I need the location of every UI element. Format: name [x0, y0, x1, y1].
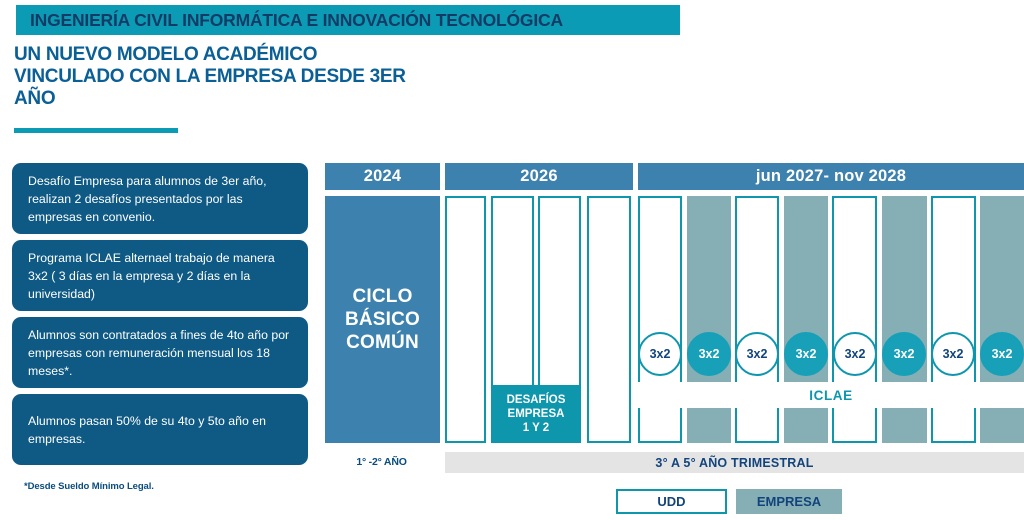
subtitle-underline-rule [14, 128, 178, 133]
axis-label-years-1-2: 1° -2° AÑO [356, 456, 407, 468]
ciclo-line-3: COMÚN [346, 332, 419, 353]
page-title: INGENIERÍA CIVIL INFORMÁTICA E INNOVACIÓ… [30, 9, 563, 30]
desafios-line-1: DESAFÍOS [506, 394, 566, 406]
ciclo-basico-comun-block: CICLO BÁSICO COMÚN [325, 196, 440, 443]
subtitle-line-2: VINCULADO CON LA EMPRESA DESDE 3ER [14, 66, 406, 87]
info-card-text: Alumnos son contratados a fines de 4to a… [28, 327, 290, 378]
info-card: Desafío Empresa para alumnos de 3er año,… [12, 163, 308, 234]
legend-item-empresa: EMPRESA [736, 489, 842, 514]
desafios-empresa-band: DESAFÍOS EMPRESA 1 Y 2 [491, 385, 581, 443]
desafios-empresa-label: DESAFÍOS EMPRESA 1 Y 2 [507, 393, 566, 435]
ratio-badge-3x2: 3x2 [638, 332, 682, 376]
timeline-header-2024: 2024 [325, 163, 440, 190]
subtitle-line-3: AÑO [14, 88, 56, 109]
timeline-diagram: 2024 2026 jun 2027- nov 2028 CICLO BÁSIC… [325, 163, 1024, 473]
ratio-badge-3x2: 3x2 [980, 332, 1024, 376]
ciclo-line-2: BÁSICO [344, 309, 421, 330]
footnote-text: *Desde Sueldo Mínimo Legal. [24, 481, 154, 492]
legend-item-udd: UDD [616, 489, 727, 514]
iclae-bar: ICLAE [638, 382, 1024, 408]
info-card-text: Alumnos pasan 50% de su 4to y 5to año en… [28, 413, 266, 446]
ratio-badge-3x2: 3x2 [931, 332, 975, 376]
ratio-badge-3x2: 3x2 [687, 332, 731, 376]
info-card-text: Desafío Empresa para alumnos de 3er año,… [28, 173, 267, 224]
ratio-badge-3x2: 3x2 [735, 332, 779, 376]
udd-column [445, 196, 486, 443]
info-card: Alumnos son contratados a fines de 4to a… [12, 317, 308, 388]
ratio-badge-3x2: 3x2 [882, 332, 926, 376]
ratio-badge-3x2: 3x2 [833, 332, 877, 376]
timeline-header-2026: 2026 [445, 163, 633, 190]
subtitle-line-1: UN NUEVO MODELO ACADÉMICO [14, 44, 318, 65]
ratio-badge-3x2: 3x2 [784, 332, 828, 376]
ciclo-basico-comun-label: CICLO BÁSICO COMÚN [345, 285, 420, 354]
udd-column [587, 196, 631, 443]
axis-label-years-3-5: 3° A 5° AÑO TRIMESTRAL [445, 452, 1024, 473]
timeline-header-2027-2028: jun 2027- nov 2028 [638, 163, 1024, 190]
info-card-text: Programa ICLAE alternael trabajo de mane… [28, 250, 275, 301]
subtitle-heading: UN NUEVO MODELO ACADÉMICO VINCULADO CON … [14, 44, 574, 110]
info-card: Alumnos pasan 50% de su 4to y 5to año en… [12, 394, 308, 465]
title-banner: INGENIERÍA CIVIL INFORMÁTICA E INNOVACIÓ… [16, 5, 680, 35]
desafios-line-3: 1 Y 2 [522, 422, 550, 434]
info-card: Programa ICLAE alternael trabajo de mane… [12, 240, 308, 311]
desafios-line-2: EMPRESA [507, 408, 565, 420]
iclae-label: ICLAE [809, 387, 853, 403]
ciclo-line-1: CICLO [352, 286, 413, 307]
legend: UDD EMPRESA [616, 489, 842, 514]
